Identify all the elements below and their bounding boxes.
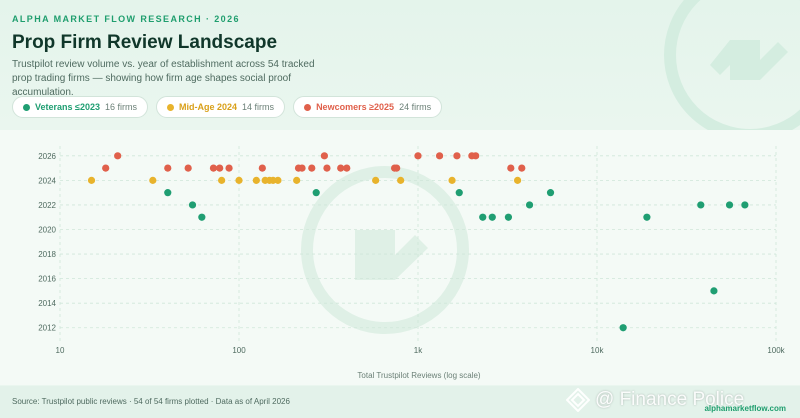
data-point[interactable] xyxy=(293,176,301,184)
eyebrow-label: ALPHA MARKET FLOW RESEARCH · 2026 xyxy=(12,14,240,24)
data-point[interactable] xyxy=(216,164,224,172)
data-point[interactable] xyxy=(184,164,192,172)
data-point[interactable] xyxy=(258,164,266,172)
data-point[interactable] xyxy=(546,189,555,197)
data-point[interactable] xyxy=(504,213,513,221)
legend-pill-veterans[interactable]: Veterans ≤2023 16 firms xyxy=(12,96,149,118)
data-point[interactable] xyxy=(320,152,329,160)
diamond-logo-icon xyxy=(566,388,590,412)
data-point[interactable] xyxy=(455,189,463,197)
data-point[interactable] xyxy=(619,324,627,332)
data-point[interactable] xyxy=(312,189,320,197)
data-point[interactable] xyxy=(188,201,197,209)
data-points xyxy=(87,152,749,332)
x-tick-label: 1k xyxy=(414,346,423,355)
y-axis: 2012 2014 2016 2018 2020 2022 2024 2026 xyxy=(38,152,56,333)
overlay-watermark: @ Finance Police xyxy=(566,388,744,412)
page-subtitle: Trustpilot review volume vs. year of est… xyxy=(12,59,315,98)
data-point[interactable] xyxy=(479,213,487,221)
legend-pill-newcomers[interactable]: Newcomers ≥2025 24 firms xyxy=(293,96,443,118)
data-point[interactable] xyxy=(198,213,206,221)
legend-pill-mid-age[interactable]: Mid-Age 2024 14 firms xyxy=(156,96,286,118)
data-point[interactable] xyxy=(435,152,444,160)
legend-count: 16 firms xyxy=(105,102,138,112)
legend-dot-icon xyxy=(167,103,175,111)
overlay-text: @ Finance Police xyxy=(595,389,745,410)
legend-dot-icon xyxy=(304,103,312,111)
data-point[interactable] xyxy=(372,176,380,184)
footer: Source: Trustpilot public reviews · 54 o… xyxy=(0,386,800,418)
data-point[interactable] xyxy=(218,176,226,184)
data-point[interactable] xyxy=(414,152,422,160)
data-point[interactable] xyxy=(741,201,749,209)
data-point[interactable] xyxy=(468,152,476,160)
data-point[interactable] xyxy=(725,201,734,209)
data-point[interactable] xyxy=(507,164,515,172)
data-point[interactable] xyxy=(513,176,522,184)
data-point[interactable] xyxy=(265,176,274,184)
y-tick-label: 2020 xyxy=(38,225,56,234)
y-tick-label: 2018 xyxy=(38,250,56,259)
legend-count: 14 firms xyxy=(242,102,275,112)
data-point[interactable] xyxy=(343,164,351,172)
data-point[interactable] xyxy=(235,176,243,184)
data-point[interactable] xyxy=(697,201,705,209)
legend-label: Veterans ≤2023 xyxy=(35,102,100,112)
y-tick-label: 2022 xyxy=(38,201,56,210)
x-tick-label: 10k xyxy=(591,346,605,355)
data-point[interactable] xyxy=(308,164,316,172)
source-note: Source: Trustpilot public reviews · 54 o… xyxy=(12,397,290,406)
data-point[interactable] xyxy=(209,164,218,172)
data-point[interactable] xyxy=(448,176,456,184)
grid xyxy=(59,146,777,344)
data-point[interactable] xyxy=(87,176,96,184)
legend: Veterans ≤2023 16 firms Mid-Age 2024 14 … xyxy=(12,96,443,118)
data-point[interactable] xyxy=(518,164,526,172)
legend-dot-icon xyxy=(23,103,30,111)
header: ALPHA MARKET FLOW RESEARCH · 2026 Prop F… xyxy=(0,0,800,130)
legend-label: Mid-Age 2024 xyxy=(179,102,238,112)
y-tick-label: 2014 xyxy=(38,299,56,308)
y-tick-label: 2016 xyxy=(38,275,56,284)
data-point[interactable] xyxy=(337,164,345,172)
brand-watermark-icon xyxy=(664,0,800,130)
data-point[interactable] xyxy=(710,287,718,295)
data-point[interactable] xyxy=(149,176,157,184)
x-tick-label: 100 xyxy=(232,346,246,355)
data-point[interactable] xyxy=(393,164,401,172)
data-point[interactable] xyxy=(453,152,461,160)
x-tick-label: 10 xyxy=(56,346,65,355)
y-tick-label: 2024 xyxy=(38,176,56,185)
legend-label: Newcomers ≥2025 xyxy=(316,102,395,112)
data-point[interactable] xyxy=(643,213,651,221)
legend-count: 24 firms xyxy=(399,102,432,112)
y-tick-label: 2012 xyxy=(38,324,56,333)
x-axis-label: Total Trustpilot Reviews (log scale) xyxy=(357,371,480,380)
data-point[interactable] xyxy=(252,176,260,184)
data-point[interactable] xyxy=(114,152,122,160)
x-axis: 10 100 1k 10k 100k xyxy=(56,346,786,355)
site-link[interactable]: alphamarketflow.com xyxy=(704,404,786,413)
data-point[interactable] xyxy=(225,164,233,172)
data-point[interactable] xyxy=(102,164,110,172)
x-tick-label: 100k xyxy=(767,346,785,355)
data-point[interactable] xyxy=(164,189,172,197)
page-title: Prop Firm Review Landscape xyxy=(12,32,278,53)
y-tick-label: 2026 xyxy=(38,152,56,161)
data-point[interactable] xyxy=(488,213,496,221)
data-point[interactable] xyxy=(323,164,331,172)
data-point[interactable] xyxy=(274,176,282,184)
chart-watermark-icon xyxy=(301,166,469,334)
data-point[interactable] xyxy=(397,176,405,184)
data-point[interactable] xyxy=(525,201,534,209)
data-point[interactable] xyxy=(298,164,306,172)
data-point[interactable] xyxy=(164,164,172,172)
scatter-chart: 2012 2014 2016 2018 2020 2022 2024 2026 10 100 1k… xyxy=(38,146,786,380)
